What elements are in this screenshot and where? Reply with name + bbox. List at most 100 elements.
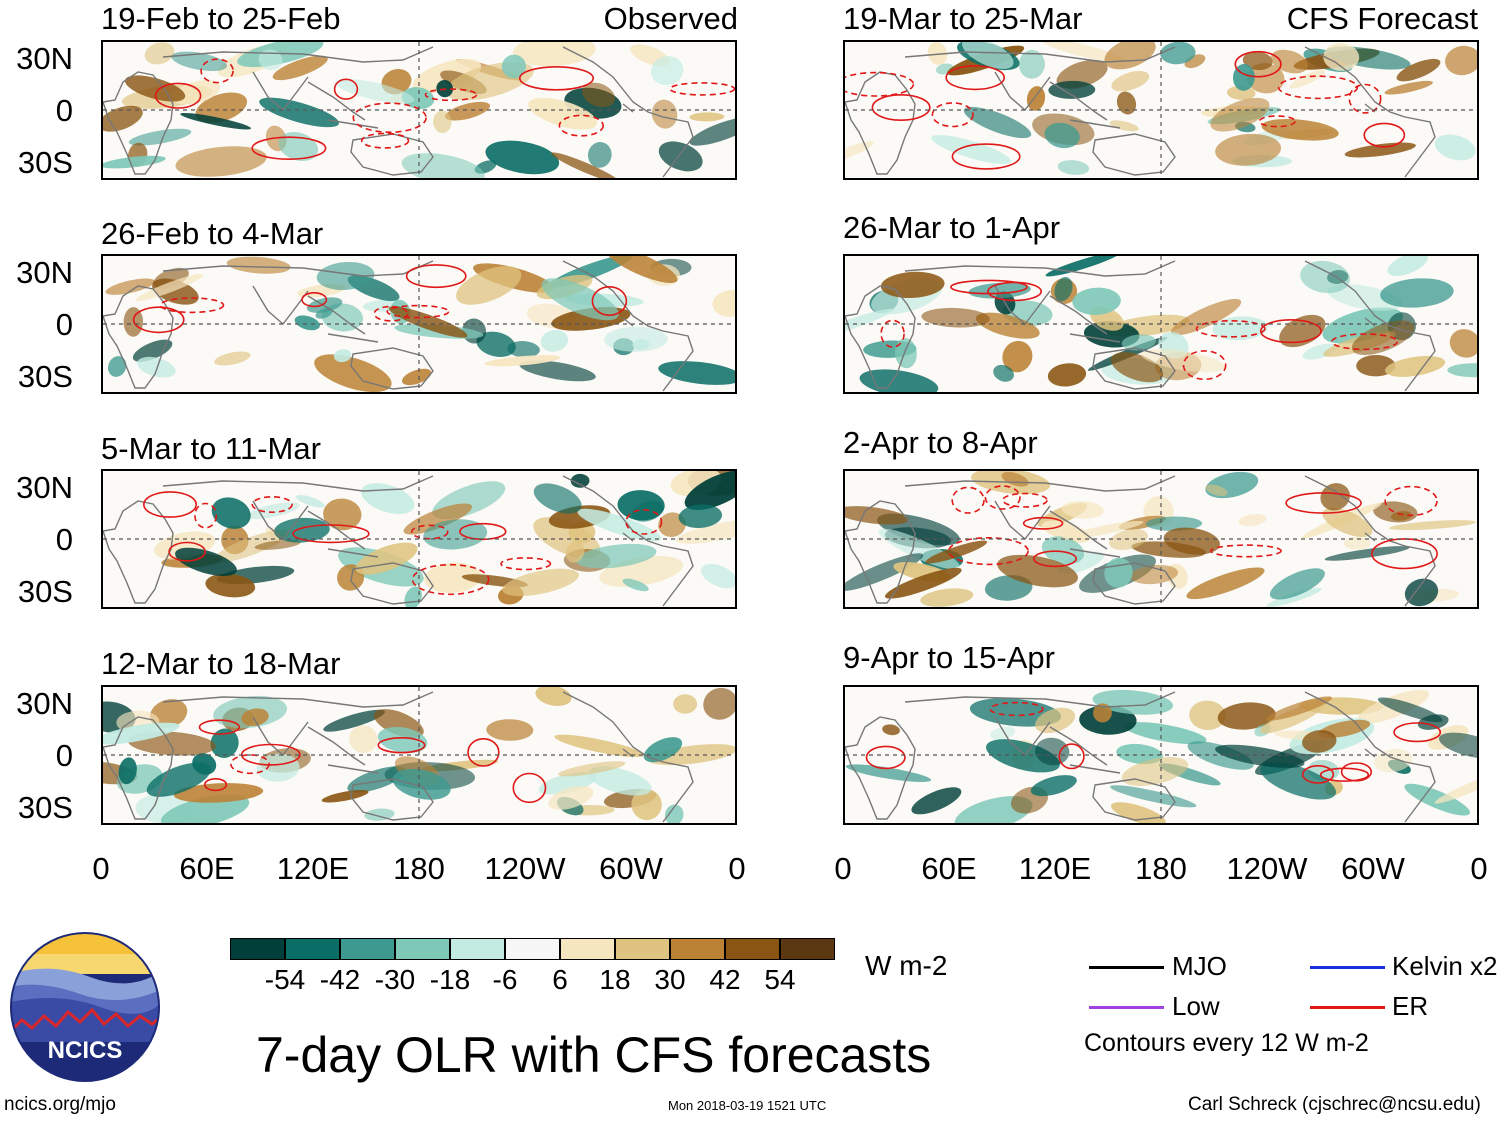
er-contour (1022, 516, 1064, 530)
lon-label-left-60e: 60E (179, 851, 235, 886)
positive-olr-anomaly (1242, 51, 1273, 71)
negative-olr-anomaly (1104, 557, 1133, 588)
negative-olr-anomaly (632, 338, 650, 350)
colorbar-swatch (340, 938, 395, 960)
negative-olr-anomaly (103, 155, 166, 169)
positive-olr-anomaly (1109, 120, 1139, 132)
negative-olr-anomaly (678, 504, 723, 528)
lon-label-right-120e: 120E (1018, 851, 1092, 886)
positive-olr-anomaly (424, 562, 481, 593)
er-contour (989, 701, 1044, 717)
negative-olr-anomaly (650, 56, 684, 86)
colorbar-swatch (450, 938, 505, 960)
lat-label-eq: 0 (55, 307, 73, 342)
positive-olr-anomaly (349, 725, 378, 754)
negative-olr-anomaly (404, 586, 422, 607)
positive-olr-anomaly (921, 307, 990, 328)
negative-olr-anomaly (171, 51, 228, 72)
positive-olr-anomaly (124, 75, 186, 102)
positive-olr-anomaly (548, 785, 594, 810)
coastline (845, 716, 916, 820)
positive-olr-anomaly (1384, 80, 1433, 95)
negative-olr-anomaly (485, 140, 560, 175)
negative-olr-anomaly (1160, 42, 1196, 65)
map-observed-2 (101, 254, 737, 394)
negative-olr-anomaly (160, 794, 250, 823)
negative-olr-anomaly (1447, 363, 1477, 378)
positive-olr-anomaly (535, 687, 572, 706)
positive-olr-anomaly (175, 146, 267, 177)
positive-olr-anomaly (689, 112, 725, 122)
ncics-logo[interactable]: NCICS (10, 932, 160, 1082)
positive-olr-anomaly (551, 152, 619, 178)
olr-map-graphic (103, 471, 735, 607)
colorbar-label: -18 (429, 964, 471, 995)
negative-olr-anomaly (1387, 256, 1428, 276)
er-contour (1348, 83, 1382, 114)
positive-olr-anomaly (1093, 703, 1112, 723)
colorbar-label: 54 (764, 964, 796, 995)
negative-olr-anomaly (256, 753, 300, 782)
map-observed-3 (101, 469, 737, 609)
negative-olr-anomaly (347, 766, 406, 793)
negative-olr-anomaly (246, 502, 301, 520)
positive-olr-anomaly (433, 110, 452, 133)
negative-olr-anomaly (1048, 80, 1096, 99)
positive-olr-anomaly (1217, 702, 1276, 730)
positive-olr-anomaly (845, 141, 875, 164)
negative-olr-anomaly (664, 804, 684, 823)
negative-olr-anomaly (335, 79, 415, 104)
negative-olr-anomaly (294, 315, 320, 331)
positive-olr-anomaly (1246, 63, 1285, 94)
legend-line-mjo (1089, 966, 1164, 969)
colorbar-swatch (725, 938, 780, 960)
negative-olr-anomaly (931, 135, 1011, 164)
er-contour (1195, 320, 1266, 338)
er-contour (200, 58, 234, 84)
positive-olr-anomaly (1445, 45, 1477, 76)
negative-olr-anomaly (894, 338, 917, 369)
negative-olr-anomaly (588, 766, 652, 796)
positive-olr-anomaly (321, 789, 369, 803)
positive-olr-anomaly (1061, 501, 1104, 519)
negative-olr-anomaly (1145, 516, 1203, 531)
positive-olr-anomaly (486, 719, 534, 741)
negative-olr-anomaly (323, 709, 385, 732)
negative-olr-anomaly (1404, 783, 1470, 816)
lon-label-left-0: 0 (92, 851, 110, 886)
positive-olr-anomaly (676, 519, 735, 544)
positive-olr-anomaly (1344, 142, 1416, 158)
timestamp: Mon 2018-03-19 1521 UTC (668, 1098, 827, 1113)
negative-olr-anomaly (1123, 722, 1207, 745)
legend-label-kelvin: Kelvin x2 (1392, 951, 1498, 981)
er-contour (1258, 115, 1296, 128)
negative-olr-anomaly (911, 787, 962, 815)
site-link[interactable]: ncics.org/mjo (4, 1094, 116, 1115)
positive-olr-anomaly (195, 92, 248, 123)
negative-olr-anomaly (295, 494, 325, 508)
positive-olr-anomaly (1116, 91, 1137, 115)
negative-olr-anomaly (1041, 536, 1085, 565)
positive-olr-anomaly (927, 42, 948, 65)
legend-line-low (1089, 1006, 1164, 1009)
er-contour (154, 82, 202, 109)
positive-olr-anomaly (1170, 298, 1242, 336)
positive-olr-anomaly (925, 540, 988, 564)
negative-olr-anomaly (1030, 775, 1077, 797)
er-contour (625, 509, 663, 535)
lon-label-right-0e: 0 (1470, 851, 1488, 886)
negative-olr-anomaly (377, 726, 428, 754)
negative-olr-anomaly (1380, 278, 1454, 308)
negative-olr-anomaly (211, 497, 251, 529)
positive-olr-anomaly (882, 724, 900, 736)
negative-olr-anomaly (128, 128, 192, 146)
negative-olr-anomaly (540, 329, 569, 352)
er-contour (405, 264, 467, 289)
coastline (327, 548, 434, 605)
coastline (845, 285, 916, 389)
er-contour (198, 719, 241, 735)
er-contour (1182, 350, 1227, 381)
panel-title-obs-2: 26-Feb to 4-Mar (101, 216, 324, 251)
colorbar-swatch (670, 938, 725, 960)
lon-label-right-0: 0 (834, 851, 852, 886)
